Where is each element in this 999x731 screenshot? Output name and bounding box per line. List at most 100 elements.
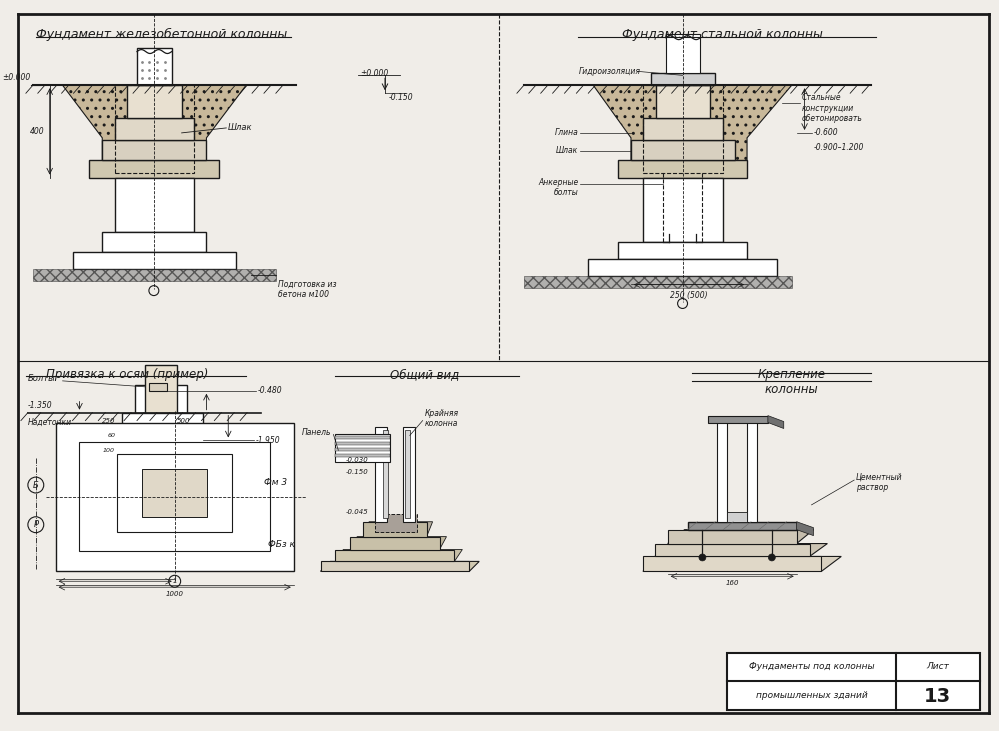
Polygon shape	[654, 544, 827, 556]
Bar	[405, 431, 410, 518]
Text: 100: 100	[103, 448, 115, 452]
Polygon shape	[667, 530, 813, 544]
Text: ФБз к: ФБз к	[268, 540, 295, 549]
Bar	[747, 417, 757, 522]
Bar	[336, 434, 390, 462]
Bar	[127, 86, 182, 118]
Text: -0.600: -0.600	[813, 129, 838, 137]
Bar	[122, 412, 204, 440]
Bar	[403, 428, 415, 522]
Bar	[643, 556, 821, 572]
Bar	[73, 252, 236, 269]
Polygon shape	[593, 86, 791, 178]
Text: Фм 3: Фм 3	[264, 477, 287, 487]
Bar	[336, 442, 390, 445]
Polygon shape	[643, 556, 841, 572]
Text: промышленных зданий: промышленных зданий	[755, 691, 867, 700]
Text: 60: 60	[107, 433, 115, 438]
Text: Болты: Болты	[28, 374, 56, 383]
Text: -1.350: -1.350	[28, 401, 53, 410]
Text: -0.480: -0.480	[258, 386, 283, 395]
Bar	[631, 140, 735, 159]
Bar	[351, 537, 440, 550]
Bar	[33, 269, 276, 281]
Bar	[687, 522, 796, 530]
Bar	[643, 86, 723, 173]
Polygon shape	[796, 522, 813, 536]
Bar	[336, 436, 390, 439]
Bar	[665, 34, 700, 73]
Bar	[375, 514, 417, 531]
Text: Б: Б	[33, 480, 39, 490]
Circle shape	[699, 554, 706, 561]
Bar	[142, 469, 208, 517]
Bar	[135, 385, 187, 412]
Text: ±0.000: ±0.000	[361, 69, 389, 78]
Bar	[115, 86, 194, 173]
Text: ±0.000: ±0.000	[3, 73, 31, 83]
Bar	[654, 544, 809, 556]
Text: 500: 500	[177, 417, 190, 423]
Bar	[321, 561, 470, 572]
Text: Цементный
раствор: Цементный раствор	[856, 472, 903, 492]
Bar	[650, 73, 715, 86]
Bar	[717, 417, 727, 522]
Bar	[523, 276, 791, 287]
Bar	[80, 442, 270, 551]
Text: Стальные
конструкции
обетонировать: Стальные конструкции обетонировать	[801, 93, 862, 123]
Bar	[336, 448, 390, 451]
Text: Панель: Панель	[302, 428, 332, 437]
Bar	[137, 48, 172, 86]
Text: 13: 13	[924, 687, 951, 706]
Bar	[149, 383, 167, 391]
Bar	[655, 86, 710, 118]
Circle shape	[768, 554, 775, 561]
Text: Шлак: Шлак	[228, 124, 253, 132]
Polygon shape	[63, 86, 246, 173]
Text: -0.045: -0.045	[346, 509, 368, 515]
Bar	[89, 159, 220, 178]
Text: Фундаменты под колонны: Фундаменты под колонны	[748, 662, 874, 671]
Text: Р: Р	[33, 520, 38, 529]
Bar	[727, 512, 747, 522]
Bar	[727, 653, 980, 711]
Text: Привязка к осям (пример): Привязка к осям (пример)	[46, 368, 208, 381]
Text: -0.030: -0.030	[346, 457, 368, 463]
Polygon shape	[351, 537, 447, 550]
Bar	[364, 522, 427, 537]
Text: -0.150: -0.150	[389, 93, 414, 102]
Bar	[643, 178, 723, 242]
Bar	[145, 365, 177, 412]
Polygon shape	[768, 416, 784, 428]
Bar	[336, 550, 455, 561]
Text: Анкерные
болты: Анкерные болты	[538, 178, 578, 197]
Bar	[618, 242, 747, 259]
Bar	[102, 232, 207, 252]
Bar	[708, 416, 768, 423]
Text: Надетонки: Надетонки	[28, 418, 72, 427]
Text: Крепление
колонны: Крепление колонны	[757, 368, 826, 396]
Text: Общий вид: Общий вид	[390, 368, 460, 381]
Bar	[375, 428, 387, 522]
Bar	[336, 454, 390, 458]
Polygon shape	[364, 522, 433, 537]
Text: Крайняя
колонна: Крайняя колонна	[425, 409, 459, 428]
Text: 250: 250	[102, 417, 115, 423]
Bar	[117, 454, 232, 531]
Text: 1: 1	[173, 578, 177, 584]
Bar	[667, 530, 796, 544]
Bar	[115, 118, 194, 140]
Text: Подготовка из
бетона м100: Подготовка из бетона м100	[278, 280, 337, 299]
Text: Лист: Лист	[926, 662, 949, 671]
Text: -0.150: -0.150	[346, 469, 368, 475]
Text: Фундамент стальной колонны: Фундамент стальной колонны	[621, 28, 823, 41]
Bar	[643, 118, 723, 140]
Text: 160: 160	[725, 580, 739, 586]
Polygon shape	[336, 550, 463, 561]
Polygon shape	[321, 561, 480, 572]
Bar	[102, 140, 207, 159]
Bar	[588, 259, 777, 276]
Text: 250 (500): 250 (500)	[669, 291, 707, 300]
Text: Гидроизоляция: Гидроизоляция	[578, 67, 640, 76]
Bar	[56, 423, 294, 572]
